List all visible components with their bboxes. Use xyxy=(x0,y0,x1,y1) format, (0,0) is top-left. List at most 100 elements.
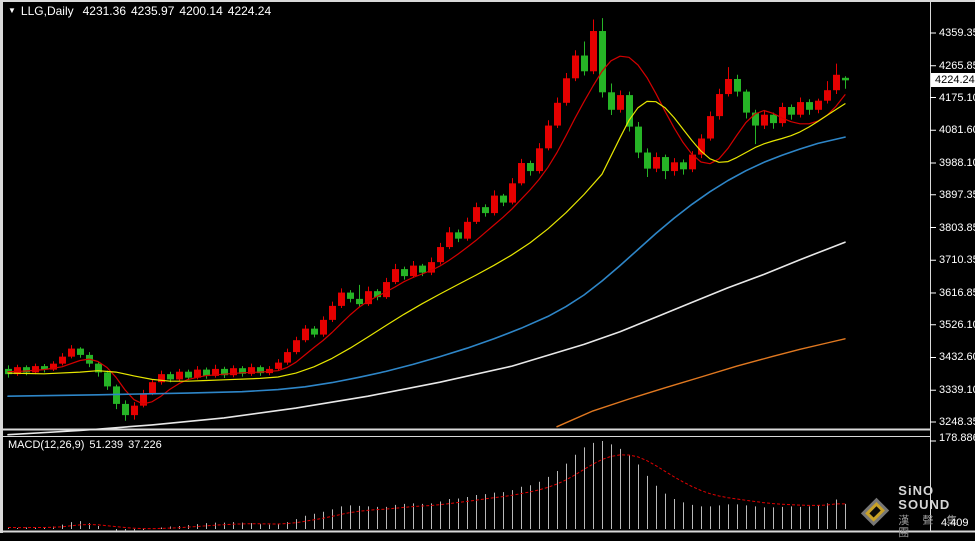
candle-body xyxy=(527,163,534,172)
candle-body xyxy=(446,232,453,248)
ma-line-ma-fast-red xyxy=(7,55,846,405)
candle-body xyxy=(689,154,696,170)
sino-sound-diamond-icon xyxy=(860,497,890,526)
candle-body xyxy=(392,269,399,283)
price-axis-label: 4175.10 xyxy=(939,91,975,104)
candle-body xyxy=(536,148,543,172)
candle-body xyxy=(518,163,525,184)
current-price-tag: 4224.24 xyxy=(931,73,975,88)
candle-body xyxy=(698,138,705,155)
candle-body xyxy=(14,367,21,375)
candle-body xyxy=(131,405,138,416)
price-axis-label: 3710.35 xyxy=(939,254,975,267)
macd-signal-line xyxy=(7,454,845,530)
open-value: 4231.36 xyxy=(82,4,126,18)
candle-body xyxy=(617,95,624,110)
candle-body xyxy=(635,126,642,153)
price-axis-label: 3897.35 xyxy=(939,188,975,201)
high-value: 4235.97 xyxy=(131,4,175,18)
symbol-dropdown-arrow-icon[interactable]: ▼ xyxy=(8,6,16,15)
candle-body xyxy=(563,78,570,103)
candle-body xyxy=(59,356,66,364)
candle-body xyxy=(509,183,516,203)
candle-body xyxy=(167,374,174,380)
candle-body xyxy=(356,298,363,305)
price-axis-label: 4265.85 xyxy=(939,59,975,72)
candle-body xyxy=(50,363,57,370)
candle-body xyxy=(329,305,336,320)
ma-line-ma-blue xyxy=(7,136,846,398)
candle-body xyxy=(365,291,372,305)
candle-body xyxy=(176,371,183,380)
candle-body xyxy=(401,269,408,277)
candle-body xyxy=(185,371,192,378)
candle-body xyxy=(140,393,147,406)
candle-body xyxy=(230,368,237,376)
candle-body xyxy=(347,292,354,299)
candle-body xyxy=(716,94,723,117)
price-axis-label: 3803.85 xyxy=(939,221,975,234)
candle-body xyxy=(257,367,264,374)
candle-body xyxy=(680,162,687,170)
candle-body xyxy=(68,348,75,357)
candle-body xyxy=(464,221,471,239)
indicator-signal-value: 37.226 xyxy=(128,439,162,451)
price-axis-label: 3526.10 xyxy=(939,318,975,331)
candle-body xyxy=(338,292,345,306)
candle-body xyxy=(662,157,669,172)
candle-body xyxy=(473,207,480,222)
candle-body xyxy=(797,102,804,115)
candle-body xyxy=(482,207,489,214)
indicator-axis-max-label: 178.886 xyxy=(939,432,975,444)
candle-body xyxy=(302,328,309,341)
candle-body xyxy=(554,102,561,126)
candle-body xyxy=(203,369,210,376)
candle-body xyxy=(293,340,300,353)
candle-body xyxy=(545,125,552,149)
candle-body xyxy=(455,232,462,239)
ma-line-ma-white xyxy=(7,241,846,436)
indicator-name: MACD(12,26,9) xyxy=(8,439,85,451)
symbol-timeframe-label: LLG,Daily xyxy=(20,4,74,18)
candle-body xyxy=(428,262,435,273)
candle-body xyxy=(788,107,795,115)
candle-body xyxy=(239,368,246,374)
candle-body xyxy=(500,195,507,203)
indicator-label: MACD(12,26,9) 51.239 37.226 xyxy=(8,439,162,451)
candle-body xyxy=(761,114,768,126)
candle-body xyxy=(437,247,444,263)
candle-body xyxy=(644,152,651,169)
watermark-text: SiNO SOUND 漢 聲 集 團 xyxy=(898,483,975,540)
candle-body xyxy=(806,102,813,110)
candle-body xyxy=(833,74,840,91)
candle-body xyxy=(77,348,84,355)
ma-line-ma-yellow xyxy=(7,100,846,382)
candle-body xyxy=(248,367,255,374)
candle-body xyxy=(824,90,831,101)
watermark-title: SiNO SOUND xyxy=(898,483,951,512)
candle-body xyxy=(221,368,228,376)
candle-body xyxy=(743,91,750,113)
candle-body xyxy=(815,100,822,110)
candle-body xyxy=(491,195,498,214)
ma-line-ma-orange xyxy=(556,338,846,428)
candle-body xyxy=(725,78,732,95)
candle-body xyxy=(842,77,849,81)
price-axis-label: 3339.10 xyxy=(939,384,975,397)
watermark-logo: SiNO SOUND 漢 聲 集 團 xyxy=(858,484,975,539)
candle-body xyxy=(320,319,327,335)
candle-body xyxy=(752,112,759,126)
candle-body xyxy=(653,157,660,169)
candle-body xyxy=(590,31,597,72)
candle-body xyxy=(284,352,291,363)
candle-body xyxy=(734,78,741,92)
candle-body xyxy=(194,369,201,378)
candle-body xyxy=(599,31,606,93)
candle-body xyxy=(275,362,282,369)
candle-body xyxy=(419,265,426,273)
candle-body xyxy=(149,382,156,394)
candle-body xyxy=(572,55,579,79)
price-axis-label: 4081.60 xyxy=(939,124,975,137)
